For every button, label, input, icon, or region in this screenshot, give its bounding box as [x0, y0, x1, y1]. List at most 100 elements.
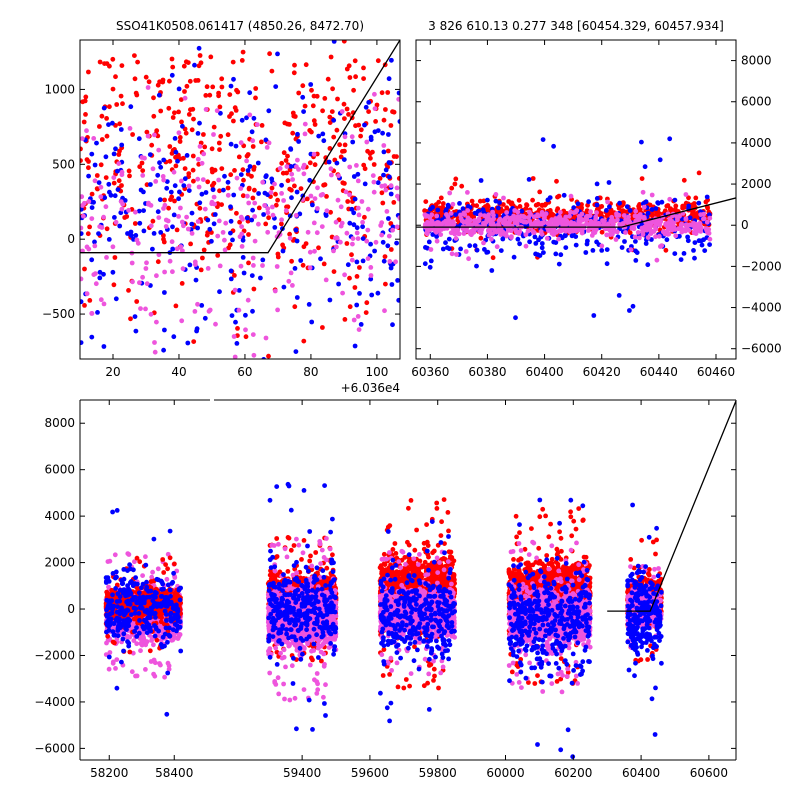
data-point	[493, 192, 499, 197]
data-point	[157, 197, 163, 203]
data-point	[643, 241, 649, 246]
data-point	[302, 131, 308, 137]
data-point	[372, 91, 377, 97]
data-point	[227, 92, 233, 97]
data-point	[653, 234, 658, 240]
data-point	[303, 241, 309, 247]
data-point	[279, 221, 284, 227]
data-point	[281, 150, 287, 156]
data-point	[122, 215, 128, 220]
data-point	[80, 276, 84, 282]
data-point	[82, 98, 88, 104]
data-point	[244, 215, 250, 221]
data-point	[633, 258, 639, 263]
data-point	[429, 212, 435, 218]
data-point	[622, 239, 627, 244]
data-point	[362, 122, 367, 128]
data-point	[197, 200, 203, 206]
data-point	[158, 662, 163, 668]
data-point	[388, 191, 394, 197]
data-point	[94, 173, 100, 178]
data-point	[195, 176, 201, 182]
data-point	[134, 237, 140, 243]
y-tick-label: 500	[52, 157, 75, 171]
data-point	[103, 175, 109, 181]
data-point	[175, 158, 180, 164]
data-point	[354, 302, 360, 308]
data-point	[185, 226, 191, 232]
data-point	[358, 133, 363, 139]
data-point	[244, 153, 250, 159]
data-point	[277, 166, 283, 171]
data-point	[452, 181, 458, 187]
data-point	[360, 219, 365, 225]
data-point	[683, 216, 689, 222]
data-point	[244, 158, 250, 164]
data-point	[191, 339, 197, 344]
data-point	[300, 262, 306, 268]
data-point	[395, 193, 400, 199]
data-point	[156, 633, 162, 638]
data-point	[383, 167, 389, 173]
data-point	[372, 106, 378, 111]
data-point	[266, 353, 271, 359]
data-point	[535, 213, 541, 219]
data-point	[203, 190, 209, 195]
data-point	[219, 76, 225, 82]
data-point	[183, 59, 189, 65]
data-point	[668, 207, 674, 213]
data-point	[637, 212, 643, 217]
data-point	[217, 263, 223, 269]
points-red	[80, 40, 400, 447]
data-point	[239, 117, 245, 123]
data-point	[342, 134, 348, 140]
data-point	[263, 335, 269, 341]
data-point	[645, 262, 651, 268]
data-point	[221, 187, 226, 193]
data-point	[92, 377, 97, 382]
data-point	[545, 197, 551, 203]
data-point	[394, 240, 399, 246]
data-point	[519, 208, 525, 214]
data-point	[133, 90, 139, 96]
data-point	[391, 109, 397, 115]
data-point	[129, 260, 135, 266]
data-point	[144, 182, 150, 188]
data-point	[396, 90, 400, 96]
data-point	[211, 132, 216, 137]
data-point	[383, 281, 388, 287]
data-point	[356, 327, 362, 332]
data-point	[593, 216, 598, 222]
data-point	[203, 107, 209, 112]
data-point	[186, 183, 192, 189]
data-point	[361, 76, 366, 81]
data-point	[210, 187, 216, 193]
data-point	[526, 177, 532, 182]
data-point	[459, 183, 465, 189]
data-point	[138, 648, 143, 654]
data-point	[288, 270, 294, 276]
data-point	[327, 442, 332, 447]
data-point	[347, 304, 353, 310]
data-point	[300, 165, 306, 170]
data-point	[134, 641, 140, 647]
data-point	[205, 391, 210, 396]
data-point	[653, 206, 659, 211]
data-point	[177, 139, 183, 144]
data-point	[517, 241, 522, 247]
data-point	[177, 632, 183, 637]
left-panel-title: SSO41K0508.061417 (4850.26, 8472.70)	[116, 19, 364, 33]
data-point	[459, 218, 465, 224]
data-point	[533, 202, 539, 208]
data-point	[101, 344, 107, 349]
data-point	[335, 96, 340, 102]
data-point	[86, 173, 91, 179]
data-point	[225, 185, 231, 191]
data-point	[169, 151, 175, 156]
data-point	[234, 341, 240, 346]
data-point	[696, 200, 702, 206]
data-point	[472, 243, 478, 249]
data-point	[388, 183, 394, 189]
data-point	[80, 136, 85, 141]
data-point	[463, 249, 469, 254]
